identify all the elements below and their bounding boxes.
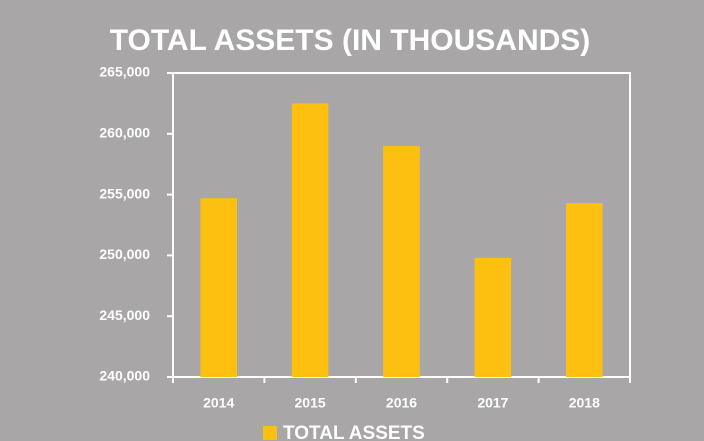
bar — [291, 103, 329, 378]
y-tick-label: 245,000 — [99, 307, 150, 323]
bar — [200, 198, 237, 377]
y-tick-label: 265,000 — [99, 64, 150, 80]
x-tick-label: 2017 — [477, 395, 508, 411]
x-tick-label: 2016 — [386, 395, 417, 411]
y-tick-label: 255,000 — [99, 185, 150, 201]
chart-title: TOTAL ASSETS (IN THOUSANDS) — [110, 24, 591, 57]
bar — [474, 257, 512, 377]
x-tick-label: 2015 — [295, 395, 326, 411]
y-tick-label: 250,000 — [99, 246, 150, 262]
y-tick-label: 260,000 — [99, 125, 150, 141]
bar — [566, 203, 603, 377]
x-tick-label: 2014 — [203, 395, 234, 411]
legend-swatch — [263, 426, 277, 440]
legend-label: TOTAL ASSETS — [283, 423, 425, 441]
x-tick-label: 2018 — [569, 395, 600, 411]
y-tick-label: 240,000 — [99, 368, 150, 384]
bar — [383, 145, 420, 377]
